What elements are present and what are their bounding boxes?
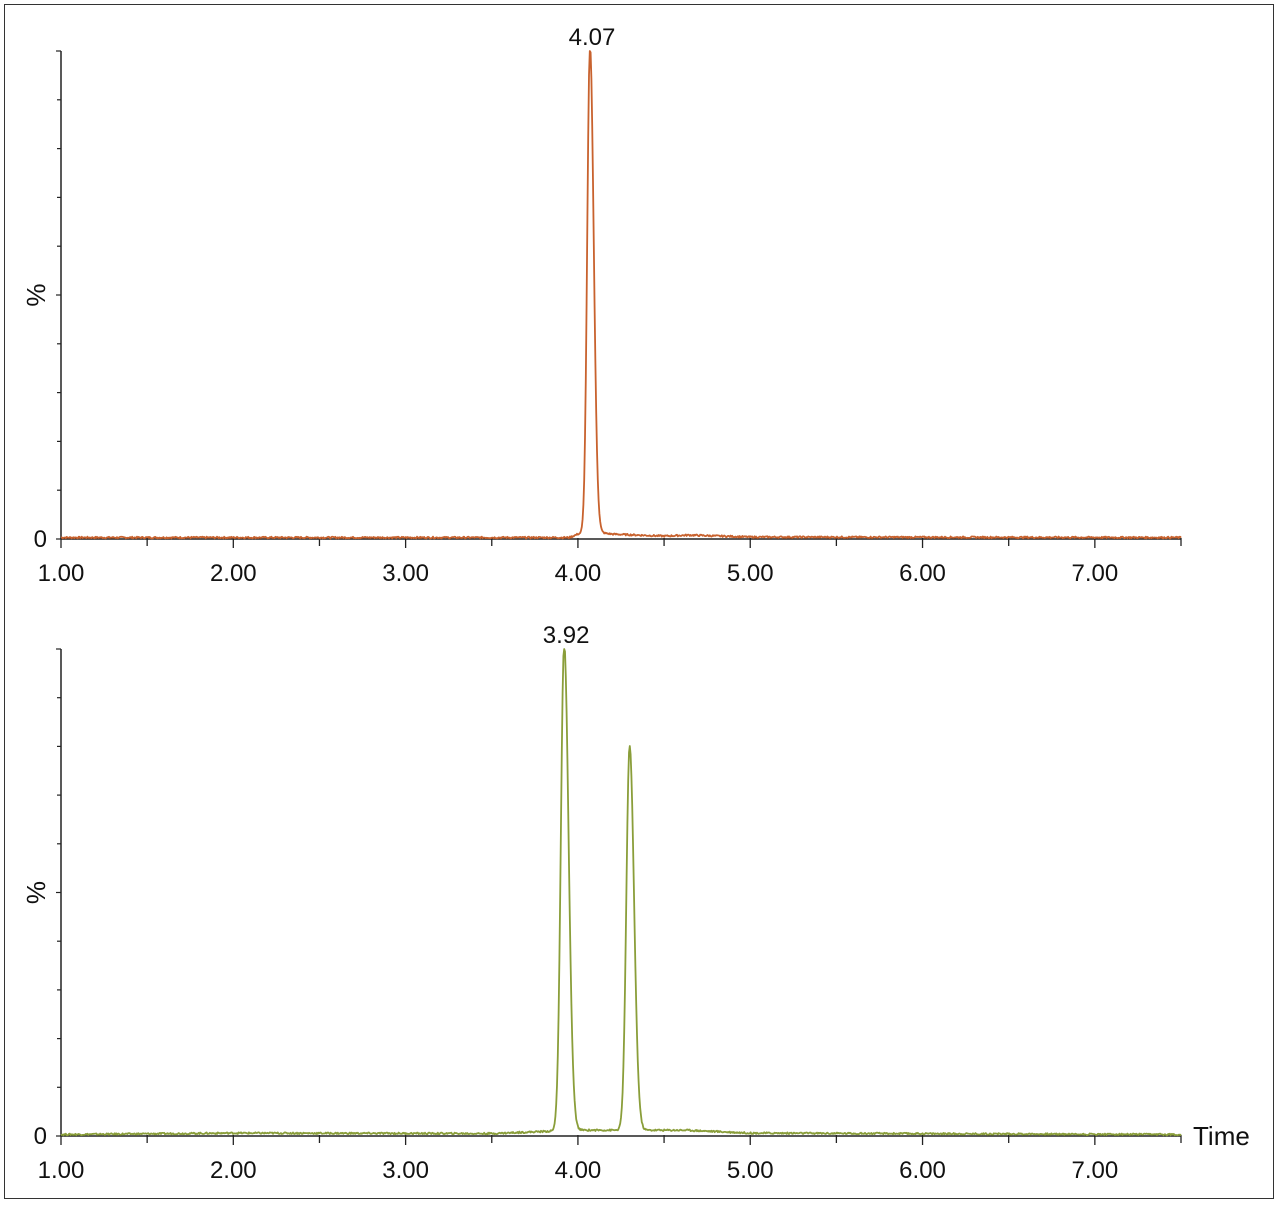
chromatogram-figure: 1.00 2.00 3.00 4.00 5.00 6.00 7.00 0% 4.07 1.00 2.… bbox=[21, 24, 1250, 1184]
x-tick-label: 6.00 bbox=[899, 560, 946, 587]
series-trace bbox=[60, 50, 1182, 540]
peak-label: 3.92 bbox=[543, 622, 590, 649]
y-tick-label-zero: 0 bbox=[34, 526, 47, 553]
y-axis-label: % bbox=[21, 283, 51, 306]
chart-panel-1: 1.00 2.00 3.00 4.00 5.00 6.00 7.00 0% 4.07 bbox=[21, 24, 1182, 587]
x-axis-label: Time bbox=[1193, 1121, 1250, 1151]
x-tick-label: 5.00 bbox=[727, 1157, 774, 1184]
x-tick-label: 5.00 bbox=[727, 560, 774, 587]
x-tick-label: 7.00 bbox=[1071, 560, 1118, 587]
x-tick-label: 3.00 bbox=[382, 1157, 429, 1184]
x-tick-label: 3.00 bbox=[382, 560, 429, 587]
x-tick-label: 7.00 bbox=[1071, 1157, 1118, 1184]
x-tick-label: 1.00 bbox=[38, 1157, 85, 1184]
x-tick-label: 4.00 bbox=[555, 1157, 602, 1184]
figure-frame: 1.00 2.00 3.00 4.00 5.00 6.00 7.00 0% 4.07 1.00 2.… bbox=[4, 4, 1274, 1199]
x-tick-label: 6.00 bbox=[899, 1157, 946, 1184]
x-tick-label: 2.00 bbox=[210, 560, 257, 587]
y-axis-label: % bbox=[21, 881, 51, 904]
x-tick-label: 2.00 bbox=[210, 1157, 257, 1184]
series-trace bbox=[60, 648, 1182, 1137]
chart-panel-2: 1.00 2.00 3.00 4.00 5.00 6.00 7.00 0% Time 3.92 bbox=[21, 622, 1250, 1184]
y-tick-label-zero: 0 bbox=[34, 1123, 47, 1150]
peak-label: 4.07 bbox=[569, 24, 616, 51]
x-tick-label: 4.00 bbox=[555, 560, 602, 587]
x-tick-label: 1.00 bbox=[38, 560, 85, 587]
